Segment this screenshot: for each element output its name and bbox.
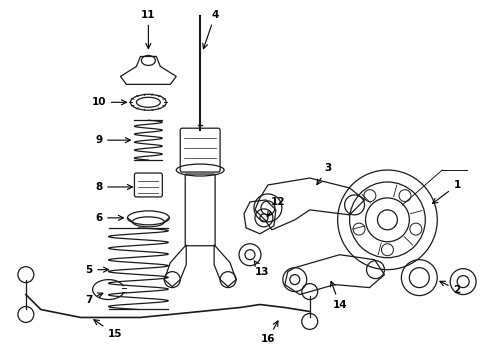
Text: 7: 7: [85, 293, 103, 305]
Text: 10: 10: [91, 97, 126, 107]
Text: 3: 3: [317, 163, 331, 185]
Text: 5: 5: [85, 265, 108, 275]
Text: 14: 14: [330, 282, 347, 310]
Text: 4: 4: [203, 10, 219, 49]
Text: 12: 12: [267, 197, 285, 217]
Text: 11: 11: [141, 10, 156, 49]
Text: 1: 1: [433, 180, 461, 203]
Text: 9: 9: [95, 135, 130, 145]
Text: 16: 16: [261, 321, 278, 345]
Text: 15: 15: [94, 320, 123, 339]
Text: 8: 8: [95, 182, 132, 192]
Text: 6: 6: [95, 213, 123, 223]
Text: 2: 2: [440, 281, 461, 294]
Text: 13: 13: [254, 261, 269, 276]
